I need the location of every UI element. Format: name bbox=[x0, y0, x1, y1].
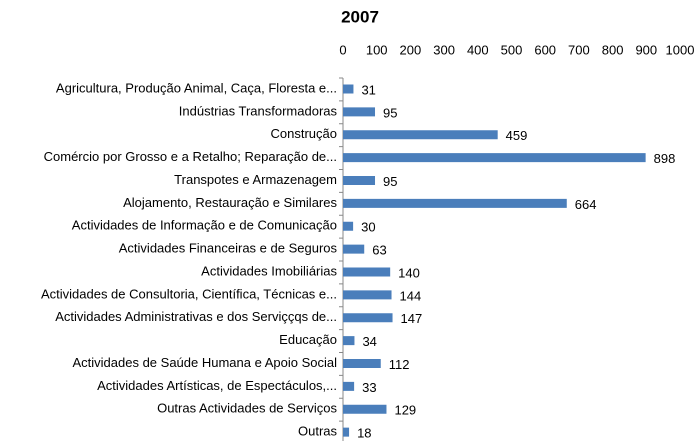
bar bbox=[343, 427, 350, 437]
value-label: 129 bbox=[394, 403, 416, 418]
y-tick-label: Actividades de Informação e de Comunicaç… bbox=[72, 218, 337, 233]
value-label: 459 bbox=[506, 128, 528, 143]
y-tick-label: Construção bbox=[271, 126, 337, 141]
bar bbox=[343, 404, 387, 414]
bar bbox=[343, 313, 393, 323]
x-tick-label: 800 bbox=[602, 42, 624, 57]
bar bbox=[343, 198, 567, 208]
value-label: 664 bbox=[575, 197, 597, 212]
y-tick-label: Actividades de Saúde Humana e Apoio Soci… bbox=[72, 355, 337, 370]
y-tick-label: Indústrias Transformadoras bbox=[179, 103, 338, 118]
y-tick-label: Actividades de Consultoria, Científica, … bbox=[41, 286, 337, 301]
x-tick-label: 1000 bbox=[666, 42, 695, 57]
value-label: 33 bbox=[362, 380, 376, 395]
x-tick-label: 700 bbox=[568, 42, 590, 57]
bar bbox=[343, 221, 354, 231]
x-tick-label: 0 bbox=[339, 42, 346, 57]
y-tick-label: Outras Actividades de Serviços bbox=[157, 401, 337, 416]
y-tick-label: Outras bbox=[298, 424, 338, 439]
value-label: 31 bbox=[361, 82, 375, 97]
y-tick-label: Agricultura, Produção Animal, Caça, Flor… bbox=[56, 80, 337, 95]
value-label: 34 bbox=[362, 334, 376, 349]
value-label: 140 bbox=[398, 265, 420, 280]
value-label: 95 bbox=[383, 174, 397, 189]
value-label: 63 bbox=[372, 243, 386, 258]
bar bbox=[343, 244, 365, 254]
x-tick-label: 500 bbox=[501, 42, 523, 57]
value-label: 144 bbox=[400, 288, 422, 303]
bar bbox=[343, 290, 392, 300]
x-tick-label: 300 bbox=[433, 42, 455, 57]
y-tick-label: Alojamento, Restauração e Similares bbox=[123, 195, 337, 210]
value-label: 112 bbox=[389, 357, 410, 372]
y-tick-label: Educação bbox=[279, 332, 337, 347]
y-tick-label: Actividades Artísticas, de Espectáculos,… bbox=[97, 378, 337, 393]
bar bbox=[343, 107, 376, 117]
bar bbox=[343, 153, 646, 163]
x-tick-label: 400 bbox=[467, 42, 489, 57]
bar bbox=[343, 381, 355, 391]
y-tick-label: Transpotes e Armazenagem bbox=[174, 172, 337, 187]
y-tick-label: Actividades Financeiras e de Seguros bbox=[119, 241, 338, 256]
chart-title: 2007 bbox=[341, 7, 379, 26]
x-tick-label: 200 bbox=[400, 42, 422, 57]
bar bbox=[343, 359, 381, 368]
y-tick-label: Comércio por Grosso e a Retalho; Reparaç… bbox=[44, 149, 337, 164]
x-tick-label: 600 bbox=[534, 42, 556, 57]
bar bbox=[343, 336, 355, 346]
value-label: 95 bbox=[383, 105, 397, 120]
bar bbox=[343, 130, 498, 140]
y-tick-label: Actividades Administrativas e dos Serviç… bbox=[55, 309, 337, 324]
x-tick-label: 900 bbox=[635, 42, 657, 57]
value-label: 30 bbox=[361, 220, 375, 235]
bar bbox=[343, 84, 354, 94]
y-tick-label: Actividades Imobiliárias bbox=[201, 263, 337, 278]
value-label: 18 bbox=[357, 426, 371, 441]
x-tick-label: 100 bbox=[366, 42, 388, 57]
value-label: 898 bbox=[654, 151, 676, 166]
bar bbox=[343, 267, 391, 277]
value-label: 147 bbox=[401, 311, 423, 326]
bar bbox=[343, 176, 376, 185]
